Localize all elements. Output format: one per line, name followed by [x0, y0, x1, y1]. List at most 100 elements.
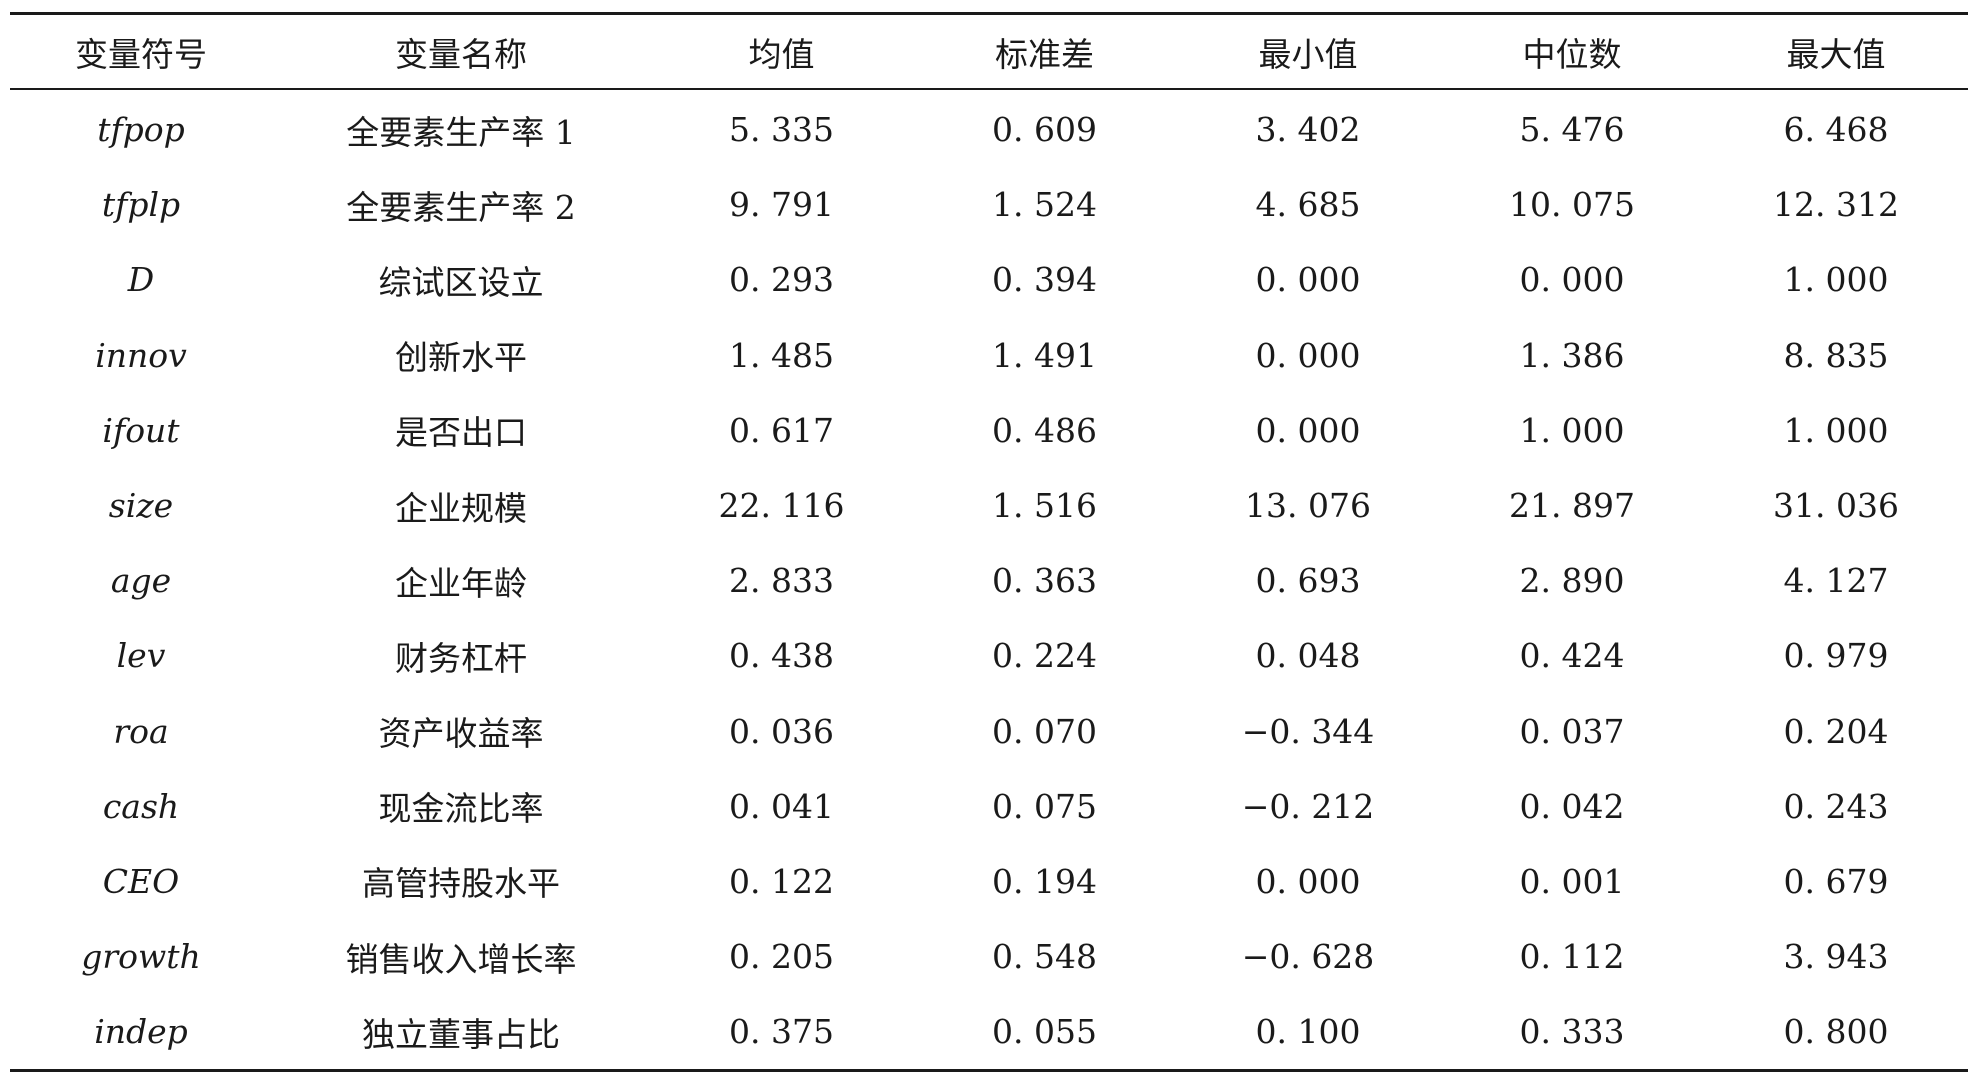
table-row: size 企业规模 22. 116 1. 516 13. 076 21. 897 31. 0…	[10, 468, 1968, 543]
descriptive-statistics-table-container: 变量符号 变量名称 均值 标准差 最小值 中位数 最大值 tfpop 全要素生产率…	[10, 12, 1968, 1072]
header-variable-symbol: 变量符号	[10, 13, 272, 90]
cell-mean: 2. 833	[729, 561, 834, 601]
cell-std-dev: 0. 609	[992, 110, 1097, 150]
cell-std-dev: 0. 363	[992, 561, 1097, 601]
cell-max: 1. 000	[1783, 410, 1889, 450]
cell-median: 1. 000	[1519, 410, 1625, 450]
cell-median: 0. 042	[1519, 786, 1625, 826]
cell-max: 3. 943	[1783, 937, 1889, 977]
cell-min: 3. 402	[1255, 110, 1361, 150]
table-row: D 综试区设立 0. 293 0. 394 0. 000 0. 000 1. 000	[10, 242, 1968, 317]
table-row: roa 资产收益率 0. 036 0. 070 −0. 344 0. 037 0. 204	[10, 694, 1968, 769]
cell-std-dev: 1. 524	[992, 185, 1097, 225]
cell-variable-symbol: indep	[94, 1012, 188, 1052]
cell-std-dev: 0. 548	[992, 937, 1097, 977]
cell-min: −0. 344	[1241, 711, 1375, 751]
cell-variable-symbol: age	[110, 561, 172, 601]
table-row: lev 财务杠杆 0. 438 0. 224 0. 048 0. 424 0. 979	[10, 618, 1968, 693]
cell-variable-name: 企业规模	[395, 488, 527, 528]
cell-median: 0. 001	[1519, 861, 1625, 901]
cell-max: 6. 468	[1783, 110, 1889, 150]
cell-mean: 0. 438	[729, 636, 834, 676]
cell-variable-name: 全要素生产率 2	[346, 187, 576, 227]
table-row: tfplp 全要素生产率 2 9. 791 1. 524 4. 685 10. 075 12…	[10, 167, 1968, 242]
table-row: ifout 是否出口 0. 617 0. 486 0. 000 1. 000 1. 000	[10, 393, 1968, 468]
cell-mean: 0. 375	[729, 1012, 834, 1052]
header-min: 最小值	[1176, 13, 1440, 90]
cell-min: 0. 000	[1255, 410, 1361, 450]
cell-min: −0. 628	[1241, 937, 1375, 977]
header-row: 变量符号 变量名称 均值 标准差 最小值 中位数 最大值	[10, 13, 1968, 90]
cell-variable-name: 销售收入增长率	[345, 939, 577, 979]
cell-max: 12. 312	[1773, 185, 1899, 225]
cell-median: 21. 897	[1509, 486, 1635, 526]
cell-variable-name: 综试区设立	[378, 262, 544, 302]
table-row: CEO 高管持股水平 0. 122 0. 194 0. 000 0. 001 0. 679	[10, 844, 1968, 919]
cell-max: 0. 204	[1783, 711, 1889, 751]
cell-variable-name: 是否出口	[395, 413, 527, 453]
cell-variable-symbol: tfpop	[97, 110, 185, 150]
header-variable-name: 变量名称	[272, 13, 650, 90]
cell-variable-name: 高管持股水平	[362, 864, 560, 904]
cell-max: 0. 679	[1783, 861, 1889, 901]
cell-std-dev: 1. 491	[992, 335, 1097, 375]
descriptive-statistics-table: 变量符号 变量名称 均值 标准差 最小值 中位数 最大值 tfpop 全要素生产率…	[10, 12, 1968, 1072]
cell-min: 0. 100	[1255, 1012, 1361, 1052]
cell-variable-symbol: ifout	[102, 410, 180, 450]
cell-variable-name: 现金流比率	[378, 789, 544, 829]
cell-min: 0. 000	[1255, 335, 1361, 375]
cell-median: 0. 333	[1519, 1012, 1625, 1052]
cell-max: 4. 127	[1783, 561, 1889, 601]
cell-max: 1. 000	[1783, 260, 1889, 300]
cell-std-dev: 0. 394	[992, 260, 1097, 300]
cell-median: 10. 075	[1509, 185, 1635, 225]
table-row: indep 独立董事占比 0. 375 0. 055 0. 100 0. 333 0. 80…	[10, 994, 1968, 1071]
cell-min: 0. 048	[1255, 636, 1361, 676]
table-row: tfpop 全要素生产率 1 5. 335 0. 609 3. 402 5. 476 6. …	[10, 89, 1968, 167]
cell-std-dev: 1. 516	[992, 486, 1097, 526]
cell-variable-name: 全要素生产率 1	[346, 112, 576, 152]
cell-variable-symbol: growth	[81, 937, 201, 977]
cell-variable-name: 资产收益率	[378, 714, 544, 754]
cell-mean: 0. 036	[729, 711, 834, 751]
header-std-dev: 标准差	[913, 13, 1176, 90]
cell-variable-symbol: cash	[102, 786, 180, 826]
cell-min: −0. 212	[1241, 786, 1375, 826]
cell-median: 1. 386	[1519, 335, 1625, 375]
table-row: age 企业年龄 2. 833 0. 363 0. 693 2. 890 4. 127	[10, 543, 1968, 618]
cell-min: 0. 693	[1255, 561, 1361, 601]
cell-variable-symbol: size	[108, 486, 174, 526]
cell-std-dev: 0. 070	[992, 711, 1097, 751]
cell-mean: 0. 293	[729, 260, 834, 300]
table-body: tfpop 全要素生产率 1 5. 335 0. 609 3. 402 5. 476 6. …	[10, 89, 1968, 1071]
cell-min: 0. 000	[1255, 861, 1361, 901]
cell-mean: 1. 485	[729, 335, 834, 375]
cell-std-dev: 0. 075	[992, 786, 1097, 826]
cell-min: 4. 685	[1255, 185, 1361, 225]
cell-max: 0. 800	[1783, 1012, 1889, 1052]
cell-variable-symbol: roa	[113, 711, 169, 751]
cell-variable-symbol: D	[127, 260, 155, 300]
cell-mean: 0. 122	[729, 861, 834, 901]
cell-median: 2. 890	[1519, 561, 1625, 601]
cell-variable-name: 独立董事占比	[362, 1014, 560, 1054]
cell-median: 0. 112	[1519, 937, 1625, 977]
cell-variable-name: 财务杠杆	[395, 638, 527, 678]
cell-variable-symbol: CEO	[102, 861, 180, 901]
cell-median: 0. 424	[1519, 636, 1625, 676]
cell-max: 0. 243	[1783, 786, 1889, 826]
cell-mean: 9. 791	[729, 185, 834, 225]
cell-variable-name: 创新水平	[395, 338, 527, 378]
header-max: 最大值	[1704, 13, 1968, 90]
cell-variable-symbol: innov	[95, 335, 187, 375]
table-row: innov 创新水平 1. 485 1. 491 0. 000 1. 386 8. 835	[10, 318, 1968, 393]
cell-mean: 0. 617	[729, 410, 834, 450]
cell-std-dev: 0. 194	[992, 861, 1097, 901]
cell-mean: 5. 335	[729, 110, 834, 150]
cell-mean: 0. 205	[729, 937, 834, 977]
cell-mean: 22. 116	[718, 486, 845, 526]
cell-std-dev: 0. 055	[992, 1012, 1097, 1052]
header-median: 中位数	[1440, 13, 1704, 90]
cell-variable-name: 企业年龄	[395, 563, 527, 603]
cell-max: 0. 979	[1783, 636, 1889, 676]
